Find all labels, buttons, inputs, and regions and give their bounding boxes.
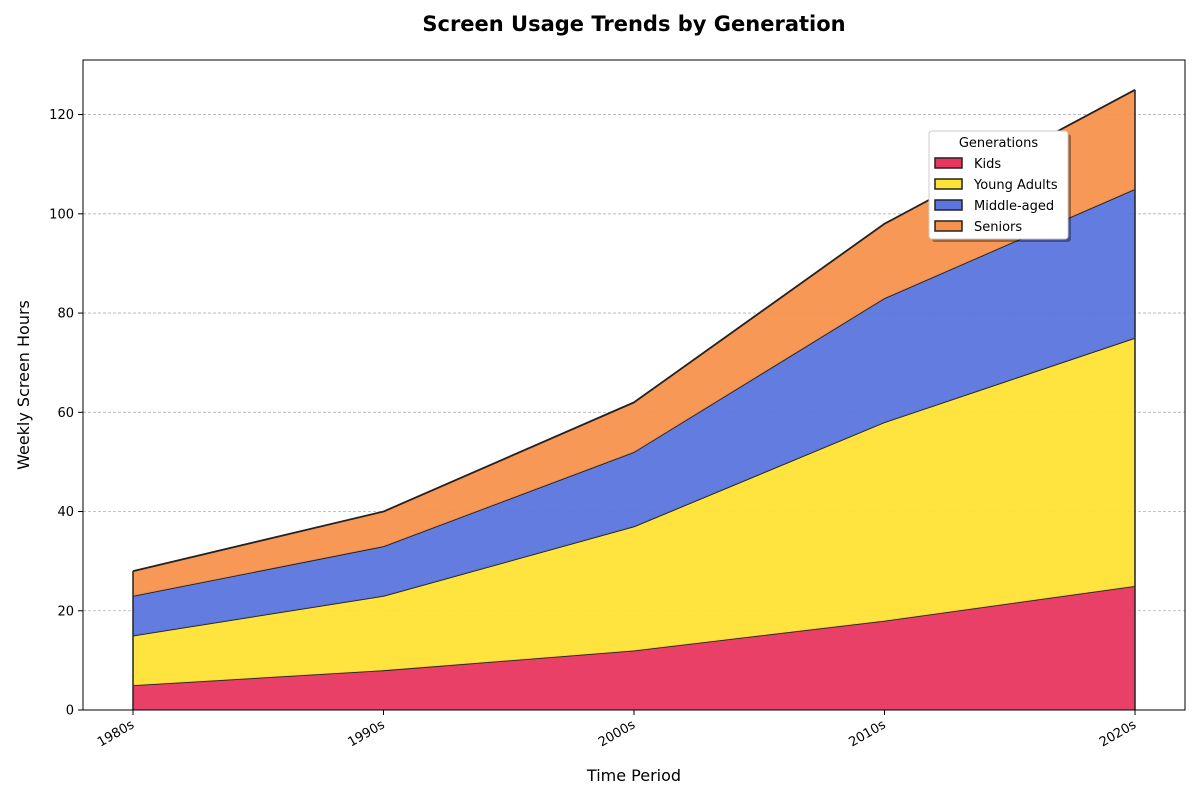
legend-swatch-kids: [934, 157, 963, 169]
area-middle-aged: [133, 189, 1135, 636]
legend-label-young-adults: Young Adults: [973, 178, 1058, 193]
legend-label-middle-aged: Middle-aged: [974, 199, 1054, 214]
area-kids: [133, 585, 1135, 710]
legend: Generations Kids Young Adults Middle-aged Se…: [928, 130, 1071, 242]
y-tick-label-120: 120: [49, 108, 74, 123]
y-tick-label-20: 20: [57, 604, 74, 619]
x-tick-label-2020s: 2020s: [1097, 717, 1139, 750]
x-tick-label-1980s: 1980s: [95, 717, 137, 750]
x-axis-label: Time Period: [586, 766, 681, 785]
y-tick-label-80: 80: [57, 307, 74, 322]
legend-swatch-young-adults: [934, 178, 963, 190]
legend-swatch-seniors: [934, 220, 963, 232]
legend-label-seniors: Seniors: [974, 220, 1022, 235]
y-axis: 0 20 40 60 80 100 120: [49, 108, 83, 719]
x-tick-label-1990s: 1990s: [345, 717, 387, 750]
y-tick-label-100: 100: [49, 207, 74, 222]
legend-swatch-middle-aged: [934, 199, 963, 211]
legend-title: Generations: [959, 136, 1039, 151]
y-tick-label-60: 60: [57, 406, 74, 421]
x-tick-label-2000s: 2000s: [596, 717, 638, 750]
legend-label-kids: Kids: [974, 157, 1001, 172]
x-tick-label-2010s: 2010s: [846, 717, 888, 750]
x-axis: 1980s 1990s 2000s 2010s 2020s: [95, 710, 1139, 750]
legend-box: [928, 130, 1069, 240]
y-tick-label-0: 0: [66, 704, 74, 719]
chart-title: Screen Usage Trends by Generation: [422, 12, 845, 36]
y-axis-label: Weekly Screen Hours: [14, 300, 33, 470]
area-young-adults: [133, 337, 1135, 686]
y-tick-label-40: 40: [57, 505, 74, 520]
